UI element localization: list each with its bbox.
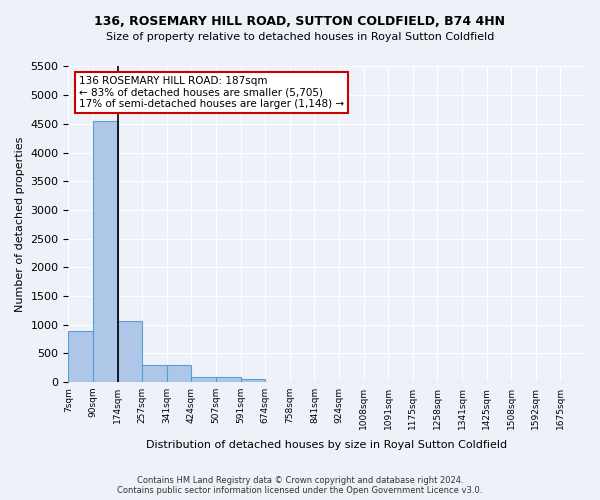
Text: 136, ROSEMARY HILL ROAD, SUTTON COLDFIELD, B74 4HN: 136, ROSEMARY HILL ROAD, SUTTON COLDFIEL… [95,15,505,28]
Bar [241,378,265,382]
Bar [68,332,93,382]
Bar [118,321,142,382]
Text: Contains HM Land Registry data © Crown copyright and database right 2024.
Contai: Contains HM Land Registry data © Crown c… [118,476,482,495]
Bar [191,378,216,382]
Bar [167,366,191,382]
Y-axis label: Number of detached properties: Number of detached properties [15,136,25,312]
Bar [142,366,167,382]
Text: Size of property relative to detached houses in Royal Sutton Coldfield: Size of property relative to detached ho… [106,32,494,42]
Bar [216,378,241,382]
Bar [93,121,118,382]
X-axis label: Distribution of detached houses by size in Royal Sutton Coldfield: Distribution of detached houses by size … [146,440,507,450]
Text: 136 ROSEMARY HILL ROAD: 187sqm
← 83% of detached houses are smaller (5,705)
17% : 136 ROSEMARY HILL ROAD: 187sqm ← 83% of … [79,76,344,109]
